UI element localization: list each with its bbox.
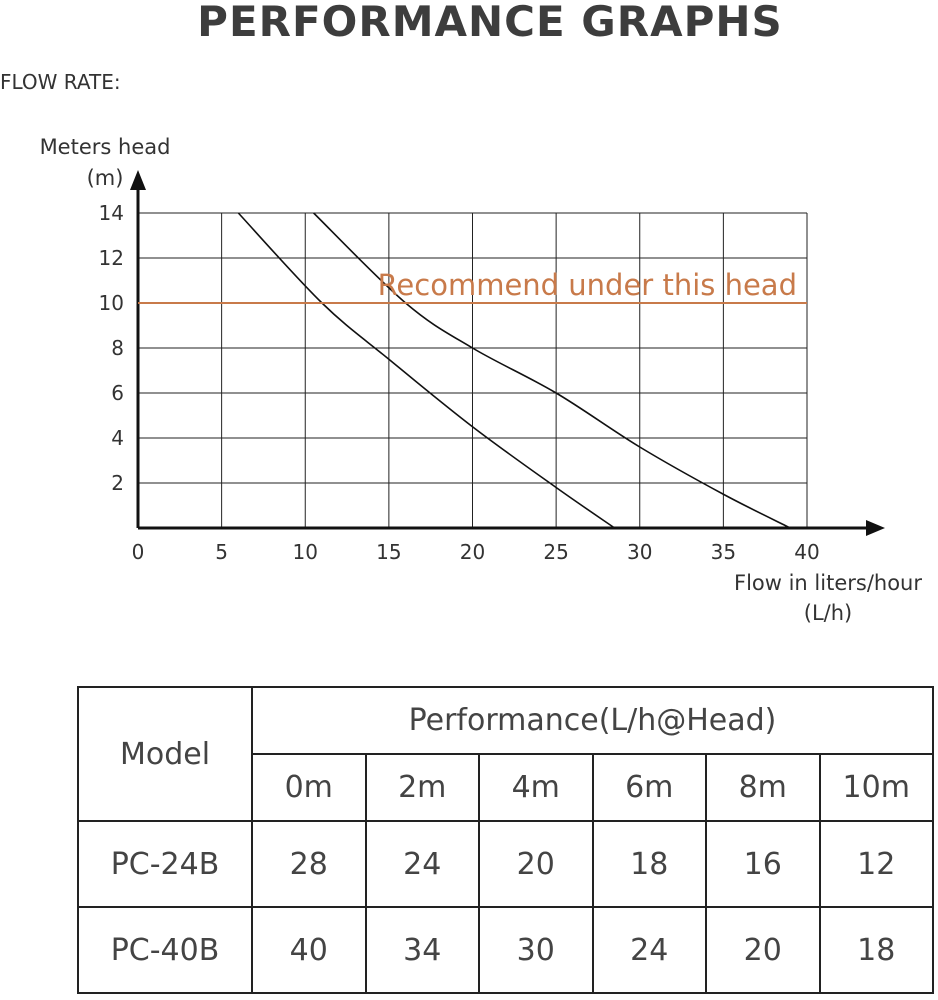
performance-table: Model Performance(L/h@Head) 0m 2m 4m 6m … <box>77 686 934 994</box>
x-tick-label: 25 <box>543 540 568 564</box>
chart-ticks: 0 5 10 15 20 25 30 35 40 2 4 6 8 10 12 14 <box>99 201 820 564</box>
head-10m: 10m <box>818 753 934 822</box>
y-tick-label: 12 <box>99 246 124 270</box>
value-cell: 34 <box>364 906 480 994</box>
value-cell: 16 <box>705 820 821 908</box>
y-tick-label: 8 <box>111 336 124 360</box>
x-axis-label: Flow in liters/hour <box>734 571 922 595</box>
chart-curves <box>237 212 791 529</box>
x-tick-label: 0 <box>132 540 145 564</box>
recommend-label: Recommend under this head <box>378 268 797 302</box>
x-tick-label: 40 <box>794 540 819 564</box>
x-axis-unit: (L/h) <box>804 601 852 625</box>
y-tick-label: 2 <box>111 471 124 495</box>
value-cell: 20 <box>478 820 594 908</box>
head-0m: 0m <box>251 753 367 822</box>
chart-axes <box>130 170 885 536</box>
model-cell: PC-24B <box>77 820 253 908</box>
table-row: PC-40B 40 34 30 24 20 18 <box>77 906 934 994</box>
x-tick-label: 15 <box>376 540 401 564</box>
series-line-1 <box>237 212 616 529</box>
value-cell: 24 <box>364 820 480 908</box>
x-tick-label: 35 <box>711 540 736 564</box>
value-cell: 18 <box>591 820 707 908</box>
y-tick-label: 6 <box>111 381 124 405</box>
x-tick-label: 30 <box>627 540 652 564</box>
y-axis-arrow <box>130 170 146 190</box>
x-tick-label: 10 <box>293 540 318 564</box>
value-cell: 12 <box>818 820 934 908</box>
model-header: Model <box>77 686 253 822</box>
head-6m: 6m <box>591 753 707 822</box>
y-axis-label: Meters head <box>40 135 171 159</box>
value-cell: 30 <box>478 906 594 994</box>
page-title: PERFORMANCE GRAPHS <box>197 0 783 46</box>
section-label: FLOW RATE: <box>0 70 121 94</box>
chart-grid <box>138 212 808 528</box>
value-cell: 18 <box>818 906 934 994</box>
y-tick-label: 10 <box>99 291 124 315</box>
performance-header: Performance(L/h@Head) <box>251 686 934 755</box>
series-line-2 <box>313 212 791 529</box>
y-tick-label: 4 <box>111 426 124 450</box>
value-cell: 20 <box>705 906 821 994</box>
y-axis-unit: (m) <box>87 166 124 190</box>
value-cell: 28 <box>251 820 367 908</box>
table-row: PC-24B 28 24 20 18 16 12 <box>77 820 934 908</box>
y-tick-label: 14 <box>99 201 124 225</box>
value-cell: 40 <box>251 906 367 994</box>
chart-annotations: Recommend under this head <box>138 268 807 304</box>
chart-axis-labels: Meters head (m) Flow in liters/hour (L/h) <box>40 135 923 625</box>
model-cell: PC-40B <box>77 906 253 994</box>
performance-chart: 0 5 10 15 20 25 30 35 40 2 4 6 8 10 12 14 Recommend und… <box>40 135 923 625</box>
head-8m: 8m <box>705 753 821 822</box>
x-tick-label: 20 <box>460 540 485 564</box>
head-2m: 2m <box>364 753 480 822</box>
head-4m: 4m <box>478 753 594 822</box>
value-cell: 24 <box>591 906 707 994</box>
x-tick-label: 5 <box>215 540 228 564</box>
x-axis-arrow <box>866 520 885 536</box>
